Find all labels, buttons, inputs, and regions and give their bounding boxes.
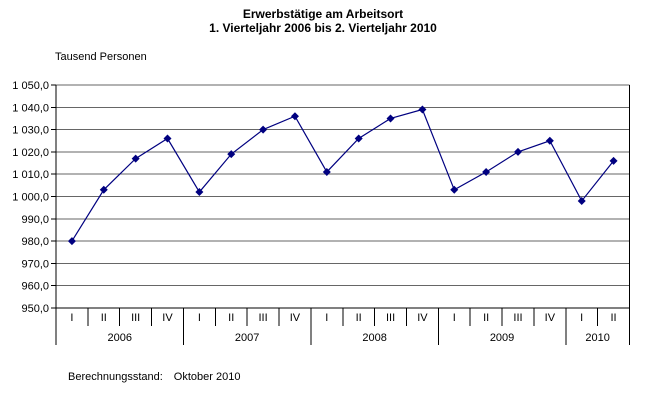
footer-note-value: Oktober 2010 xyxy=(173,371,241,383)
quarter-label: IV xyxy=(417,312,428,324)
quarter-label: II xyxy=(228,312,234,324)
y-axis-tick-label: 1 010,0 xyxy=(12,169,49,181)
quarter-label: I xyxy=(198,312,201,324)
data-point-marker xyxy=(322,167,331,176)
chart-title-line2: 1. Vierteljahr 2006 bis 2. Vierteljahr 2… xyxy=(209,21,437,35)
data-point-marker xyxy=(577,196,586,205)
y-axis-tick-label: 1 020,0 xyxy=(12,147,49,159)
chart-title: Erwerbstätige am Arbeitsort 1. Viertelja… xyxy=(0,7,646,35)
y-axis-tick-label: 1 030,0 xyxy=(12,125,49,137)
y-axis-tick-label: 960,0 xyxy=(21,281,49,293)
footer-note-label: Berechnungsstand: xyxy=(68,371,163,383)
data-point-marker xyxy=(354,134,363,143)
year-label: 2006 xyxy=(107,332,131,344)
year-label: 2007 xyxy=(235,332,259,344)
data-point-marker xyxy=(513,147,522,156)
y-axis-tick-label: 1 000,0 xyxy=(12,192,49,204)
data-point-marker xyxy=(609,156,618,165)
quarter-label: I xyxy=(580,312,583,324)
y-axis-tick-label: 950,0 xyxy=(21,303,49,315)
data-point-marker xyxy=(99,185,108,194)
y-axis-tick-label: 1 050,0 xyxy=(12,80,49,92)
quarter-label: I xyxy=(325,312,328,324)
data-point-marker xyxy=(227,150,236,159)
quarter-label: II xyxy=(356,312,362,324)
data-point-marker xyxy=(290,112,299,121)
quarter-label: I xyxy=(70,312,73,324)
quarter-label: IV xyxy=(290,312,301,324)
series-line xyxy=(71,108,615,242)
quarter-label: IV xyxy=(162,312,173,324)
quarter-label: III xyxy=(513,312,522,324)
y-axis-unit-label: Tausend Personen xyxy=(55,51,147,63)
data-point-marker xyxy=(163,134,172,143)
year-label: 2010 xyxy=(585,332,609,344)
footer-note: Berechnungsstand: Oktober 2010 xyxy=(68,371,240,383)
quarter-label: II xyxy=(611,312,617,324)
quarter-label: I xyxy=(453,312,456,324)
data-point-marker xyxy=(195,188,204,197)
quarter-label: III xyxy=(386,312,395,324)
quarter-label: IV xyxy=(545,312,556,324)
data-point-marker xyxy=(67,237,76,246)
data-point-marker xyxy=(386,114,395,123)
y-axis-tick-label: 970,0 xyxy=(21,258,49,270)
year-label: 2008 xyxy=(362,332,386,344)
quarter-label: II xyxy=(483,312,489,324)
data-point-marker xyxy=(418,105,427,114)
quarter-label: III xyxy=(131,312,140,324)
y-axis-tick-label: 980,0 xyxy=(21,236,49,248)
data-point-marker xyxy=(545,136,554,145)
chart-title-line1: Erwerbstätige am Arbeitsort xyxy=(242,7,404,21)
y-axis-tick-label: 990,0 xyxy=(21,214,49,226)
y-axis-tick-label: 1 040,0 xyxy=(12,102,49,114)
data-point-marker xyxy=(131,154,140,163)
quarter-label: II xyxy=(101,312,107,324)
data-point-marker xyxy=(450,185,459,194)
year-label: 2009 xyxy=(490,332,514,344)
data-point-marker xyxy=(482,167,491,176)
data-point-marker xyxy=(259,125,268,134)
quarter-label: III xyxy=(259,312,268,324)
